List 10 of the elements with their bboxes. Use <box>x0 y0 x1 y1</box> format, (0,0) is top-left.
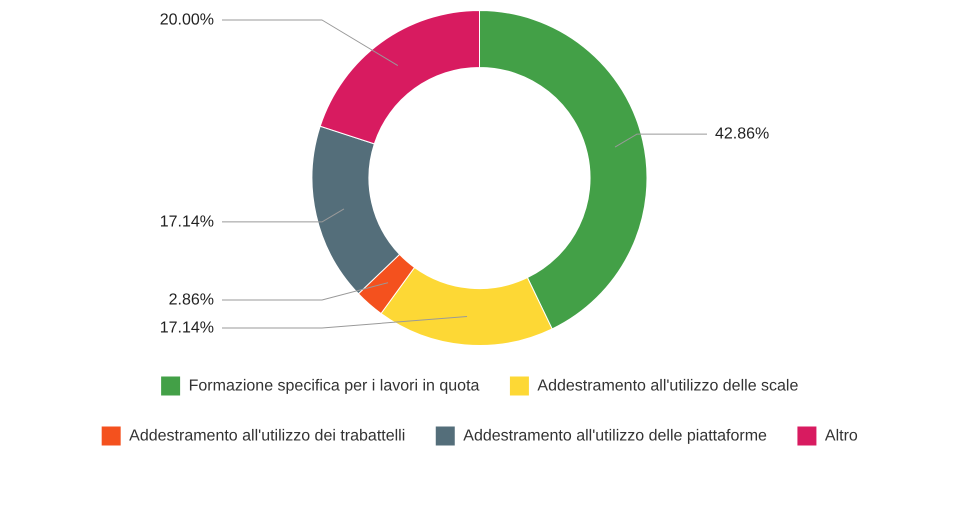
data-label: 17.14% <box>160 213 214 230</box>
legend-label: Addestramento all'utilizzo dei trabattelli <box>129 427 406 444</box>
legend-label: Formazione specifica per i lavori in quota <box>188 377 480 394</box>
legend-label: Addestramento all'utilizzo delle piattaforme <box>463 427 768 444</box>
data-label: 17.14% <box>160 319 214 336</box>
data-label: 2.86% <box>168 291 214 308</box>
legend-label: Altro <box>824 427 858 444</box>
data-label: 20.00% <box>160 11 214 28</box>
data-label: 42.86% <box>715 125 770 142</box>
legend-label: Addestramento all'utilizzo delle scale <box>537 377 798 394</box>
